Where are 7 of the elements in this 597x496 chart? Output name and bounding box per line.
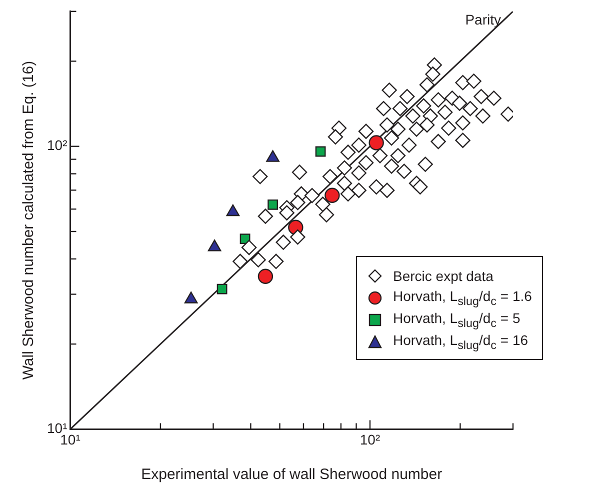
legend-label: Horvath, L$_{slug}$/d$_{c}$ = 1.6 xyxy=(393,288,532,308)
y-axis-title: Wall Sherwood number calculated from Eq. (16) xyxy=(20,60,38,380)
series-label: Parity xyxy=(465,11,501,28)
x-axis-title: Experimental value of wall Sherwood number xyxy=(141,466,442,484)
legend-label: Bercic expt data xyxy=(393,268,494,284)
legend-label: Horvath, L$_{slug}$/d$_{c}$ = 5 xyxy=(393,310,520,330)
legend-label: Horvath, L$_{slug}$/d$_{c}$ = 16 xyxy=(393,332,528,352)
